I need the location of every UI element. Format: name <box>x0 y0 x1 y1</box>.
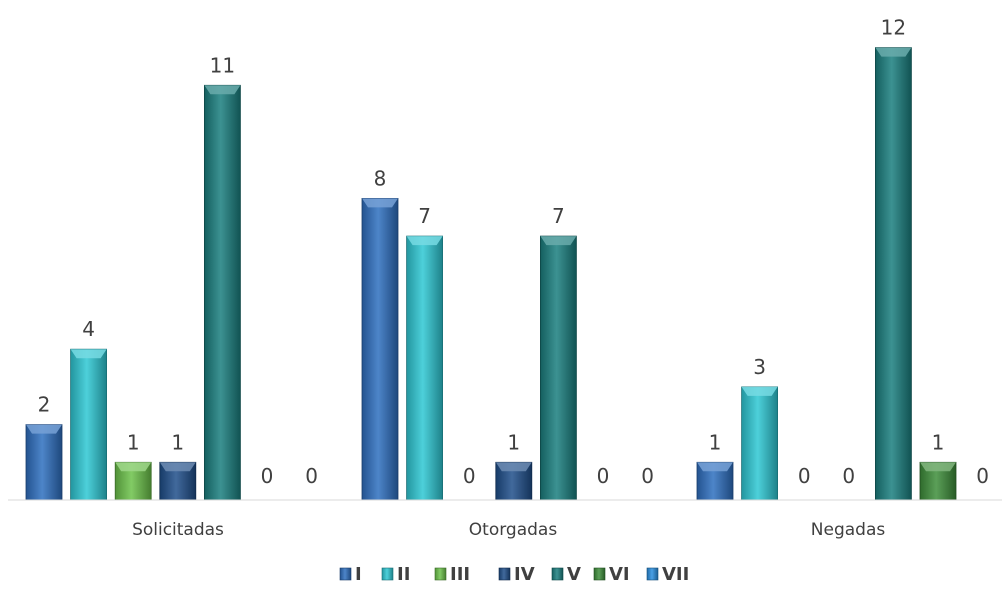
legend-label-iv: IV <box>514 564 535 585</box>
bar-cap-otorgadas-iv <box>495 462 532 472</box>
bar-cap-otorgadas-i <box>362 198 398 208</box>
legend-label-vi: VI <box>609 564 630 585</box>
legend-label-iii: III <box>450 564 470 585</box>
category-label-negadas: Negadas <box>811 520 886 540</box>
bar-otorgadas-v <box>540 235 577 501</box>
bar-cap-solicitadas-iii <box>115 462 152 472</box>
data-label-solicitadas-vii: 0 <box>305 464 318 488</box>
legend-swatch-v <box>551 567 564 581</box>
data-label-otorgadas-iv: 1 <box>507 430 520 454</box>
legend-swatch-ii <box>381 567 394 581</box>
bar-cap-solicitadas-iv <box>159 462 196 472</box>
data-label-solicitadas-vi: 0 <box>261 464 274 488</box>
legend-swatch-i <box>339 567 352 581</box>
bar-cap-solicitadas-ii <box>70 349 107 359</box>
data-label-otorgadas-vii: 0 <box>641 464 654 488</box>
bar-solicitadas-i <box>25 424 63 501</box>
legend-swatch-iii <box>434 567 447 581</box>
legend-label-v: V <box>567 564 581 585</box>
data-label-solicitadas-i: 2 <box>38 393 51 417</box>
bars-layer <box>25 47 957 501</box>
bar-cap-otorgadas-ii <box>406 236 443 246</box>
bar-cap-otorgadas-v <box>540 236 577 246</box>
data-label-otorgadas-ii: 7 <box>418 204 431 228</box>
bar-cap-solicitadas-v <box>204 85 241 95</box>
data-label-negadas-iii: 0 <box>798 464 811 488</box>
bar-solicitadas-v <box>203 84 241 501</box>
data-label-solicitadas-iv: 1 <box>171 430 184 454</box>
legend-swatch-vii <box>646 567 659 581</box>
legend-label-ii: II <box>397 564 410 585</box>
bar-cap-negadas-i <box>697 462 733 472</box>
data-label-negadas-vii: 0 <box>976 464 989 488</box>
bar-otorgadas-ii <box>406 235 444 501</box>
data-label-solicitadas-v: 11 <box>210 53 235 77</box>
category-labels-layer: Solicitadas Otorgadas Negadas <box>132 520 885 540</box>
legend-label-i: I <box>355 564 362 585</box>
legend-label-vii: VII <box>662 564 689 585</box>
data-label-otorgadas-vi: 0 <box>597 464 610 488</box>
data-label-solicitadas-iii: 1 <box>127 430 140 454</box>
legend-swatch-vi <box>593 567 606 581</box>
data-label-negadas-i: 1 <box>709 430 722 454</box>
data-label-otorgadas-v: 7 <box>552 204 565 228</box>
bar-negadas-ii <box>741 386 778 501</box>
data-label-solicitadas-ii: 4 <box>82 317 95 341</box>
bar-cap-negadas-v <box>875 47 912 57</box>
bar-cap-negadas-ii <box>741 386 778 396</box>
category-label-solicitadas: Solicitadas <box>132 520 224 540</box>
data-label-negadas-vi: 1 <box>932 430 945 454</box>
data-label-negadas-ii: 3 <box>753 355 766 379</box>
data-label-otorgadas-iii: 0 <box>463 464 476 488</box>
data-label-negadas-v: 12 <box>881 16 906 40</box>
bar-negadas-v <box>875 47 912 501</box>
bar-otorgadas-i <box>361 197 399 501</box>
data-label-negadas-iv: 0 <box>842 464 855 488</box>
bar-cap-solicitadas-i <box>26 424 62 434</box>
legend: I II III IV V VI VII <box>339 564 689 585</box>
legend-swatch-iv <box>498 567 511 581</box>
bar-solicitadas-ii <box>70 348 107 501</box>
data-label-otorgadas-i: 8 <box>374 166 387 190</box>
category-label-otorgadas: Otorgadas <box>469 520 558 540</box>
bar-cap-negadas-vi <box>920 462 956 472</box>
